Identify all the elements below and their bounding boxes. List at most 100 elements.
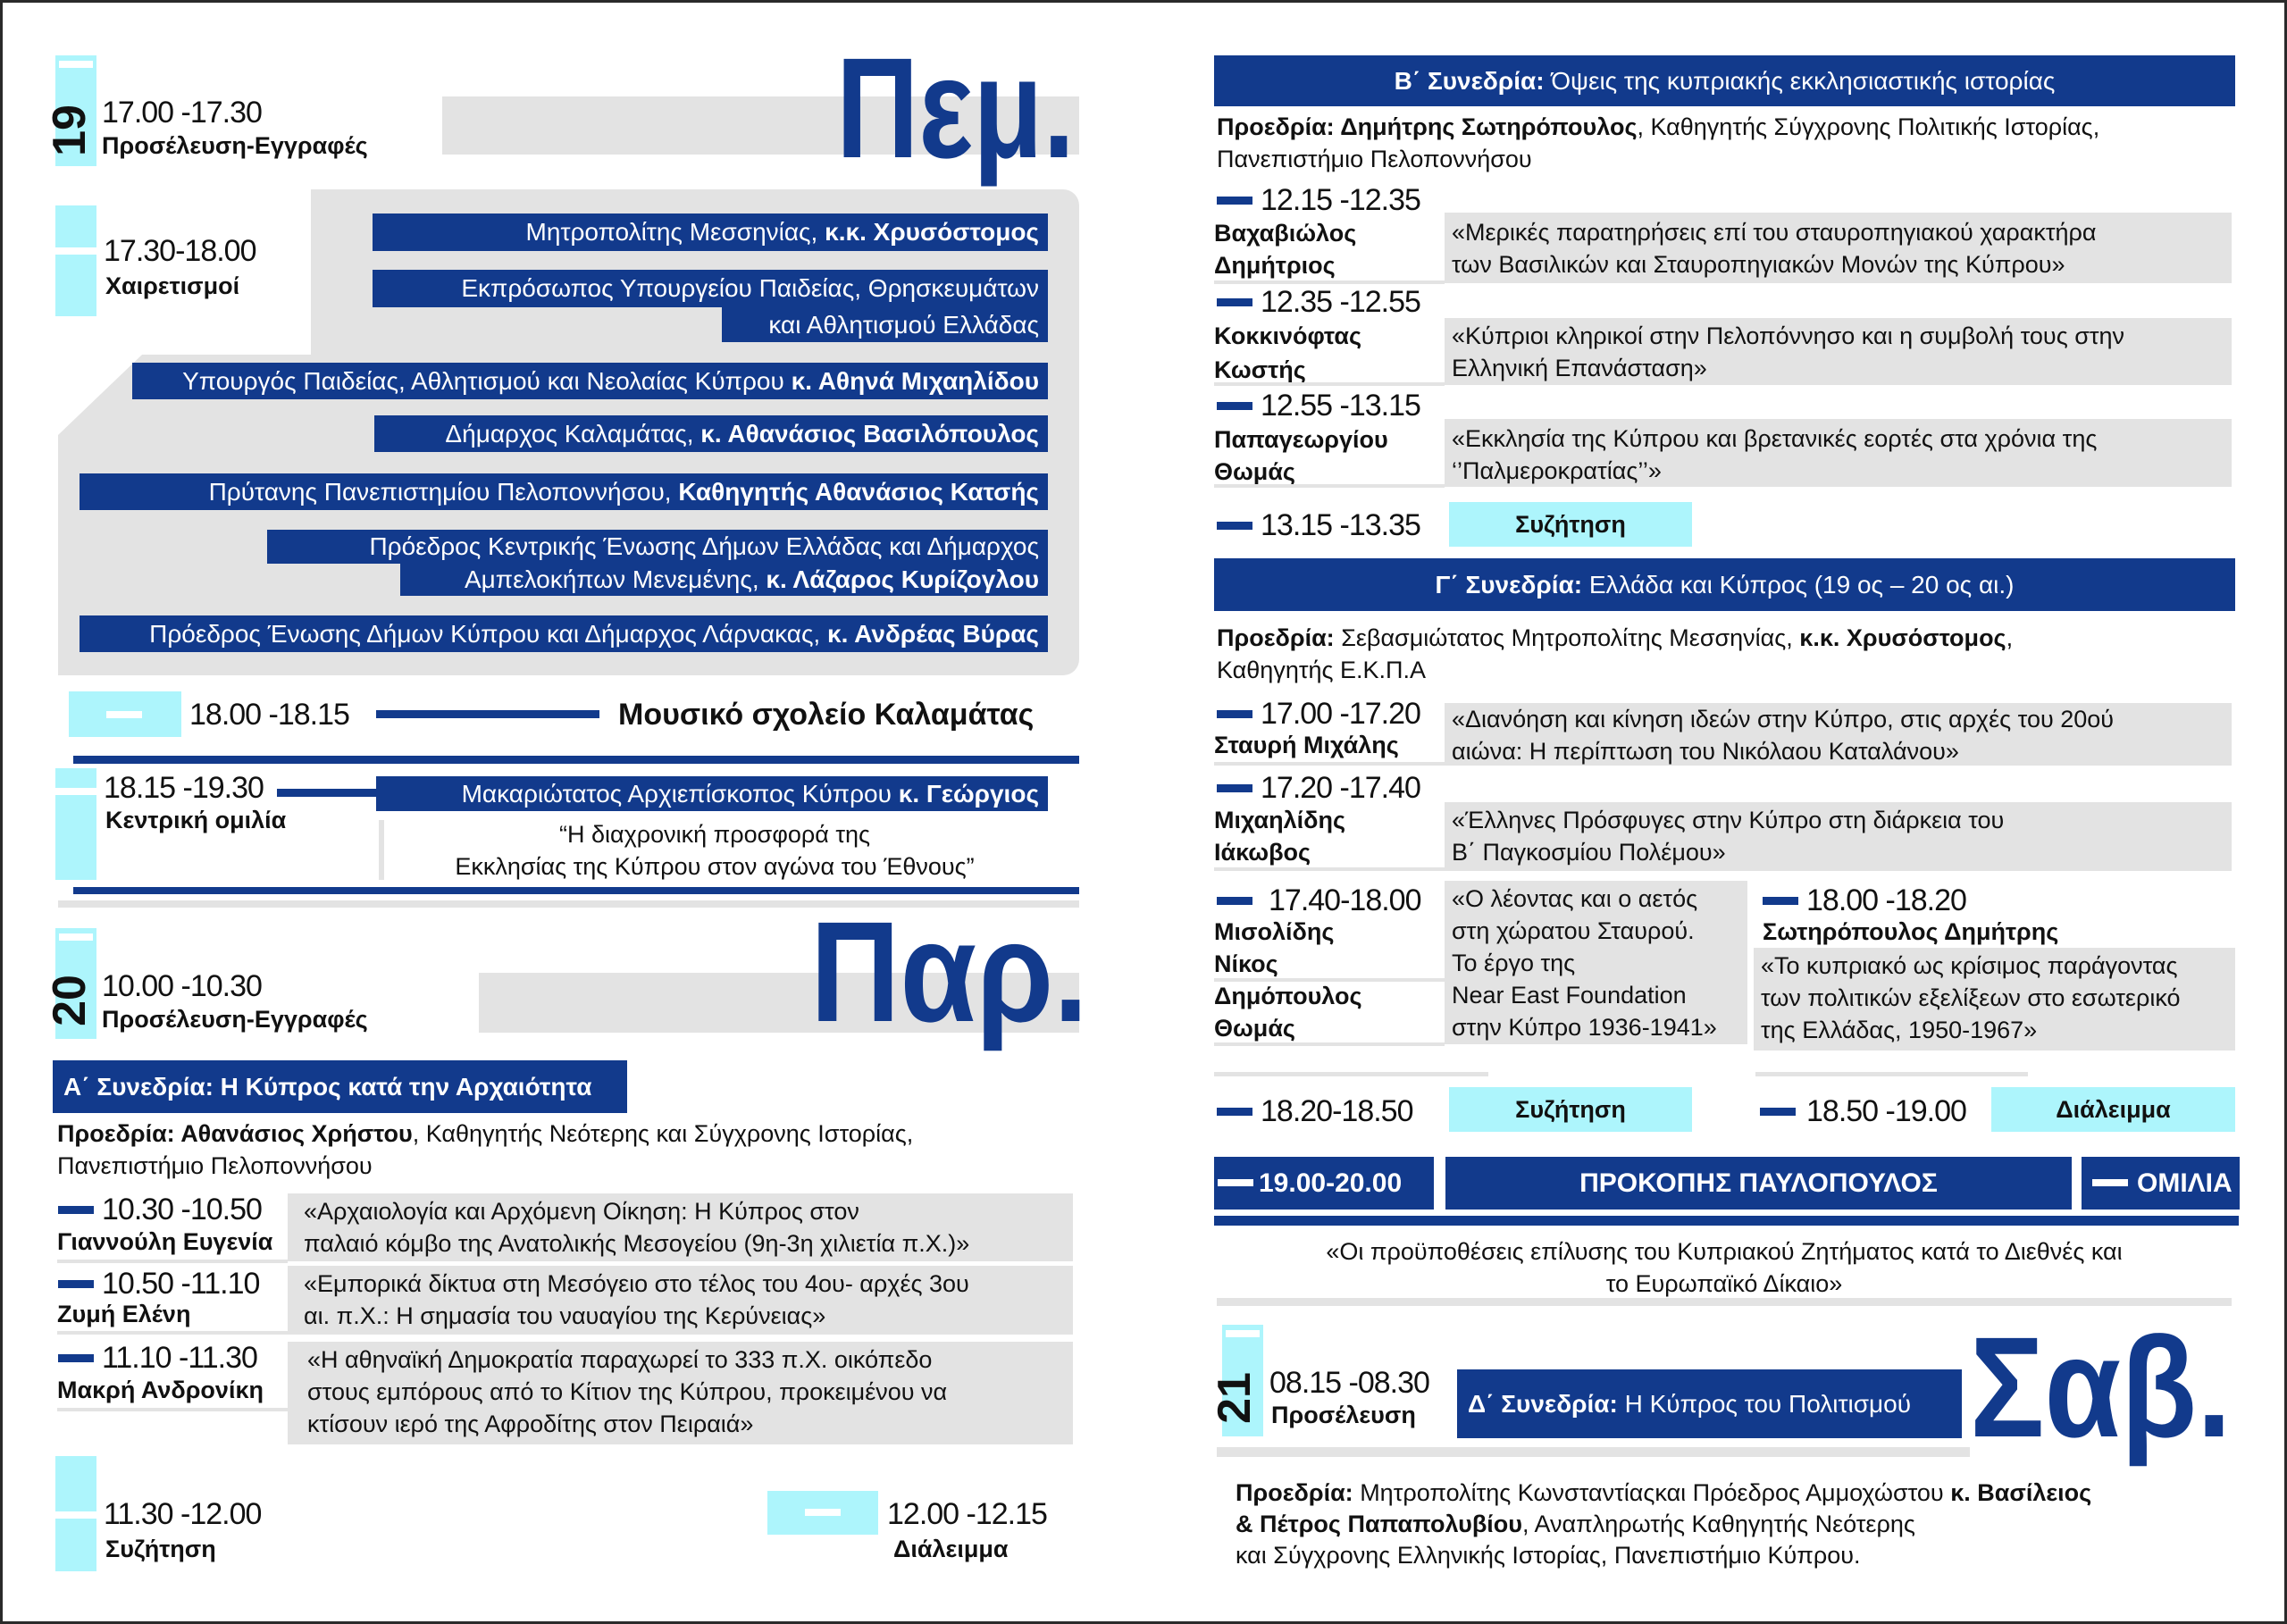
time-slot: 18.50 -19.00 <box>1806 1094 1967 1128</box>
day-marker-bar <box>55 55 96 166</box>
divider <box>1214 762 1445 766</box>
divider <box>1214 280 1445 284</box>
speaker-name: Βαχαβιώλος Δημήτριος <box>1214 220 1357 279</box>
talk-title: «Κύπριοι κληρικοί στην Πελοπόννησο και η… <box>1445 318 2232 385</box>
greeting-speaker-line2: Αμπελοκήπων Μενεμένης, κ. Λάζαρος Κυρίζο… <box>400 563 1048 596</box>
day-number: 19 <box>43 96 96 164</box>
quote-bar <box>379 820 384 880</box>
greeting-speaker: Υπουργός Παιδείας, Αθλητισμού και Νεολαί… <box>132 363 1048 399</box>
time-slot: 18.20-18.50 <box>1261 1094 1413 1128</box>
dash-marker <box>1217 197 1252 205</box>
slot-marker-box <box>69 691 181 737</box>
dash-marker <box>1217 522 1252 530</box>
slot-label: Διάλειμμα <box>893 1536 1009 1562</box>
time-slot: 10.30 -10.50 <box>102 1193 263 1226</box>
divider <box>58 900 1079 908</box>
time-slot: 17.30-18.00 <box>104 234 256 268</box>
dash-marker <box>1217 897 1252 905</box>
weekday-heading: Πεμ. <box>836 28 1076 188</box>
slot-label: Προσέλευση-Εγγραφές <box>102 132 368 159</box>
greeting-speaker: Δήμαρχος Καλαμάτας, κ. Αθανάσιος Βασιλόπ… <box>374 415 1048 452</box>
dash-marker <box>1217 710 1252 718</box>
keynote-speaker: Μακαριώτατος Αρχιεπίσκοπος Κύπρου κ. Γεώ… <box>376 776 1048 811</box>
dash-marker <box>58 1354 94 1362</box>
divider <box>1217 1298 2232 1306</box>
speaker-name: Παπαγεωργίου Θωμάς <box>1214 426 1388 485</box>
speaker-name: Μιχαηλίδης Ιάκωβος <box>1214 807 1346 866</box>
time-slot: 08.15 -08.30 <box>1269 1366 1430 1400</box>
divider <box>57 1260 288 1263</box>
session-d-header: Δ΄ Συνεδρία: Η Κύπρος του Πολιτισμού <box>1457 1369 1962 1438</box>
time-slot: 12.00 -12.15 <box>887 1497 1048 1531</box>
speaker-name: Μισολίδης Νίκος Δημόπουλος Θωμάς <box>1214 918 1362 1042</box>
session-chair: Προεδρία: Μητροπολίτης Κωνσταντίαςκαι Πρ… <box>1236 1479 2092 1569</box>
divider <box>1217 1447 2232 1457</box>
dash-marker <box>58 1206 94 1214</box>
time-slot: 18.00 -18.15 <box>189 698 350 732</box>
speaker-name: Σωτηρόπουλος Δημήτρης <box>1763 918 2059 945</box>
session-b-header: Β΄ Συνεδρία: Όψεις της κυπριακής εκκλησι… <box>1214 55 2235 106</box>
slot-label: Συζήτηση <box>105 1536 216 1562</box>
keynote-title: “Η διαχρονική προσφορά της Εκκλησίας της … <box>455 821 975 880</box>
dash-marker <box>1217 1108 1252 1116</box>
dash-marker <box>58 1280 94 1288</box>
speaker-name: Κοκκινόφτας Κωστής <box>1214 322 1361 383</box>
connector-line <box>277 789 376 797</box>
discussion-box: Συζήτηση <box>1449 1087 1692 1132</box>
talk-title: «Έλληνες Πρόσφυγες στην Κύπρο στη διάρκε… <box>1445 802 2232 871</box>
gray-band <box>442 96 1079 155</box>
connector-line <box>376 710 599 718</box>
day-number-text: 20 <box>44 975 96 1026</box>
music-label: Μουσικό σχολείο Καλαμάτας <box>618 698 1035 732</box>
day-marker-bar <box>1222 1325 1263 1436</box>
session-chair: Προεδρία: Δημήτρης Σωτηρόπουλος, Καθηγητ… <box>1217 113 2100 172</box>
day-number-text: 19 <box>44 105 96 156</box>
slot-marker-bar <box>55 1456 96 1571</box>
time-slot: 12.15 -12.35 <box>1261 183 1421 217</box>
talk-title: «Διανόηση και κίνηση ιδεών στην Κύπρο, σ… <box>1445 703 2232 766</box>
day-marker-bar <box>55 928 96 1039</box>
greeting-speaker: Μητροπολίτης Μεσσηνίας, κ.κ. Χρυσόστομος <box>373 213 1048 251</box>
dash-marker <box>1760 1108 1796 1116</box>
greeting-speaker-line2: και Αθλητισμού Ελλάδας <box>722 306 1048 342</box>
slot-label: Χαιρετισμοί <box>105 272 240 299</box>
greeting-speaker: Εκπρόσωπος Υπουργείου Παιδείας, Θρησκευμ… <box>373 270 1048 307</box>
time-slot: 10.00 -10.30 <box>102 969 263 1003</box>
day-number-text: 21 <box>1209 1372 1261 1424</box>
divider <box>73 887 1079 894</box>
talk-title: «Το κυπριακό ως κρίσιμος παράγοντας των π… <box>1754 948 2235 1051</box>
lecture-label-box: ΟΜΙΛΙΑ <box>2082 1157 2240 1210</box>
greeting-speaker: Πρόεδρος Κεντρικής Ένωσης Δήμων Ελλάδας … <box>267 530 1048 564</box>
time-slot: 12.55 -13.15 <box>1261 389 1421 423</box>
divider <box>1214 382 1445 386</box>
speaker-name: Σταυρή Μιχάλης <box>1214 732 1399 758</box>
speaker-name: Μακρή Ανδρονίκη <box>57 1377 264 1403</box>
slot-label: Προσέλευση-Εγγραφές <box>102 1006 368 1033</box>
divider <box>1214 867 1445 871</box>
greeting-speaker: Πρύτανης Πανεπιστημίου Πελοποννήσου, Καθ… <box>80 473 1048 510</box>
time-slot: 11.10 -11.30 <box>102 1341 258 1375</box>
weekday-heading: Σαβ. <box>1970 1316 2235 1459</box>
dash-marker <box>1217 298 1252 306</box>
time-slot: 18.15 -19.30 <box>104 771 264 805</box>
lecture-time-box: 19.00-20.00 <box>1214 1157 1434 1210</box>
time-slot: 17.20 -17.40 <box>1261 771 1421 805</box>
weekday-heading: Παρ. <box>810 892 1088 1051</box>
divider <box>1755 1072 2028 1076</box>
session-a-header: Α΄ Συνεδρία: Η Κύπρος κατά την Αρχαιότητ… <box>53 1060 627 1113</box>
talk-title: «Αρχαιολογία και Αρχόμενη Οίκηση: Η Κύπρ… <box>288 1193 1073 1261</box>
session-chair: Προεδρία: Σεβασμιώτατος Μητροπολίτης Μεσ… <box>1217 624 2014 683</box>
day-number: 21 <box>1208 1362 1261 1434</box>
divider <box>73 756 1079 764</box>
speaker-name: Γιαννούλη Ευγενία <box>57 1228 273 1255</box>
slot-marker-bar <box>55 768 96 880</box>
divider <box>1214 978 1445 982</box>
lecture-title: «Οι προϋποθέσεις επίλυσης του Κυπριακού … <box>1326 1238 2123 1297</box>
time-slot: 10.50 -11.10 <box>102 1267 260 1301</box>
speaker-name: Ζυμή Ελένη <box>57 1301 191 1327</box>
slot-label: Κεντρική ομιλία <box>105 807 287 833</box>
time-slot: 12.35 -12.55 <box>1261 285 1421 319</box>
break-box: Διάλειμμα <box>1991 1087 2235 1132</box>
session-chair: Προεδρία: Αθανάσιος Χρήστου, Καθηγητής Ν… <box>57 1120 914 1179</box>
